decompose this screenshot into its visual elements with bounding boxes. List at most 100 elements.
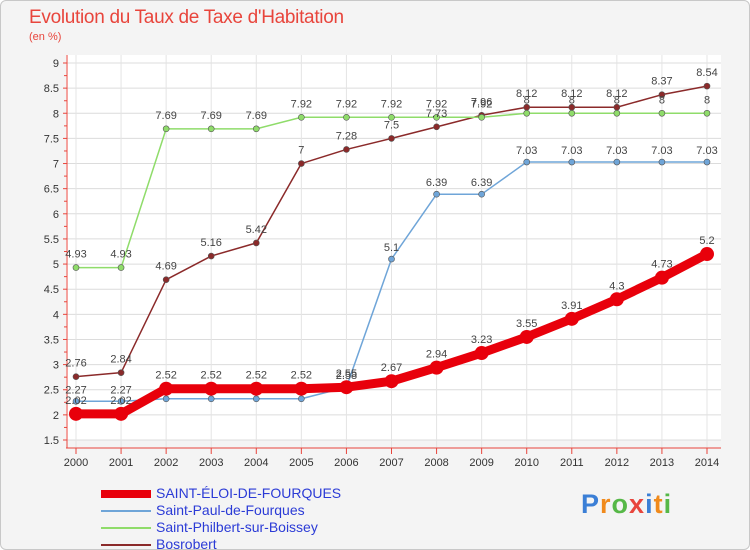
series-point xyxy=(388,113,395,121)
series-point xyxy=(568,158,576,166)
data-label: 2.52 xyxy=(155,370,176,382)
x-tick-label: 2006 xyxy=(334,457,358,469)
series-point xyxy=(478,190,485,198)
data-label: 2.52 xyxy=(201,370,222,382)
data-label: 8.12 xyxy=(561,88,582,100)
series-point xyxy=(162,125,170,133)
x-tick-label: 2008 xyxy=(424,457,448,469)
data-label: 5.2 xyxy=(699,235,714,247)
series-point xyxy=(658,109,666,117)
x-tick-label: 2002 xyxy=(154,457,178,469)
data-label: 2.76 xyxy=(65,358,86,370)
data-label: 6.39 xyxy=(471,177,492,189)
brand-letter: o xyxy=(611,489,630,519)
series-point xyxy=(162,395,170,403)
data-label: 8.37 xyxy=(651,76,672,88)
data-label: 2.67 xyxy=(381,362,402,374)
y-tick-label: 5.5 xyxy=(44,234,59,246)
data-label: 2.94 xyxy=(426,349,447,361)
y-tick-label: 4 xyxy=(53,309,59,321)
series-point xyxy=(72,264,80,271)
data-label: 4.3 xyxy=(609,280,624,292)
data-label: 4.93 xyxy=(110,249,131,261)
series-point xyxy=(252,239,260,247)
data-label: 7.03 xyxy=(651,145,672,157)
brand-letter: t xyxy=(653,489,664,519)
y-tick-label: 5 xyxy=(53,259,59,271)
series-point xyxy=(294,381,309,396)
data-label: 8.12 xyxy=(516,88,537,100)
series-point xyxy=(700,247,714,262)
x-tick-label: 2007 xyxy=(379,457,403,469)
series-point xyxy=(252,395,260,403)
x-tick-label: 2005 xyxy=(289,457,313,469)
data-label: 7.69 xyxy=(155,110,176,122)
series-point xyxy=(298,395,305,403)
series-point xyxy=(207,252,215,260)
data-label: 7.96 xyxy=(471,96,492,108)
y-tick-label: 8.5 xyxy=(44,83,59,95)
data-label: 6.39 xyxy=(426,177,447,189)
series-point xyxy=(298,160,305,167)
data-labels: 2.02 2.02 2.52 2.52 2.52 2.52 2.55 2.67 2.94 3.23… xyxy=(65,67,717,407)
legend-swatch xyxy=(101,544,151,546)
series-point xyxy=(69,406,83,421)
data-label: 8.54 xyxy=(696,67,717,79)
series-point xyxy=(72,397,80,405)
series-point xyxy=(429,360,444,375)
series-point xyxy=(117,397,125,405)
data-label: 8.12 xyxy=(606,88,627,100)
series-point xyxy=(298,113,305,121)
series-point xyxy=(117,264,125,271)
data-label: 7.5 xyxy=(384,119,399,131)
x-tick-label: 2001 xyxy=(109,457,133,469)
data-label: 2.27 xyxy=(65,384,86,396)
series-point xyxy=(117,369,125,376)
series-point xyxy=(343,146,350,153)
data-label: 7.73 xyxy=(426,108,447,120)
data-label: 2.52 xyxy=(291,370,312,382)
series-point xyxy=(384,374,399,389)
series-point xyxy=(523,158,531,166)
series-point xyxy=(433,113,440,121)
legend-label: Saint-Paul-de-Fourques xyxy=(156,502,305,518)
data-label: 7.69 xyxy=(246,110,267,122)
data-label: 4.93 xyxy=(65,249,86,261)
y-tick-label: 2.5 xyxy=(44,385,59,397)
x-tick-label: 2009 xyxy=(469,457,493,469)
data-label: 7.03 xyxy=(696,145,717,157)
series-point xyxy=(519,329,534,344)
x-tick-label: 2000 xyxy=(64,457,88,469)
data-label: 7.92 xyxy=(381,98,402,110)
data-label: 3.55 xyxy=(516,318,537,330)
data-label: 8 xyxy=(569,94,575,106)
series-point xyxy=(609,292,624,307)
series-point xyxy=(159,381,174,396)
x-tick-label: 2012 xyxy=(605,457,629,469)
data-label: 2.55 xyxy=(336,368,357,380)
series-point xyxy=(252,125,260,133)
legend-label: Bosrobert xyxy=(156,536,217,550)
series-point xyxy=(474,346,489,361)
y-tick-label: 4.5 xyxy=(44,284,59,296)
brand-letter: x xyxy=(629,489,646,519)
series-point xyxy=(613,109,621,117)
legend-label: SAINT-ÉLOI-DE-FOURQUES xyxy=(156,485,342,501)
x-tick-label: 2003 xyxy=(199,457,223,469)
data-label: 8 xyxy=(524,94,530,106)
legend-swatch xyxy=(101,510,151,512)
series-point xyxy=(658,158,666,166)
y-tick-label: 3 xyxy=(53,360,59,372)
data-label: 8 xyxy=(614,94,620,106)
data-label: 7.69 xyxy=(201,110,222,122)
brand-letter: r xyxy=(600,489,612,519)
x-tick-label: 2004 xyxy=(244,457,268,469)
data-label: 7.92 xyxy=(471,98,492,110)
y-tick-label: 8 xyxy=(53,108,59,120)
series-point xyxy=(613,158,621,166)
data-label: 7.03 xyxy=(606,145,627,157)
series-point xyxy=(703,109,711,117)
series-point xyxy=(433,190,440,198)
y-tick-label: 6.5 xyxy=(44,184,59,196)
series-point xyxy=(568,109,576,117)
